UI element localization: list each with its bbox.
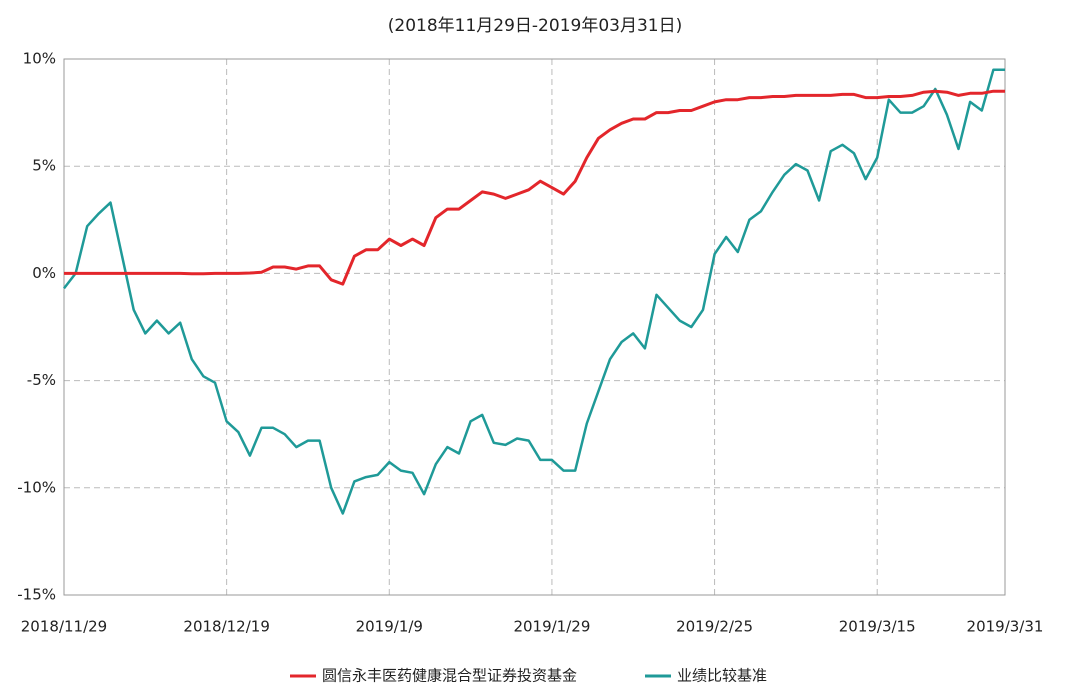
series-line	[63, 68, 1005, 515]
plot-frame	[63, 58, 1006, 596]
y-tick-label: -5%	[27, 371, 56, 389]
legend-label: 圆信永丰医药健康混合型证券投资基金	[322, 667, 577, 685]
x-tick-label: 2019/2/25	[676, 618, 753, 636]
x-tick-label: 2019/3/15	[839, 618, 916, 636]
x-tick-label: 2019/1/9	[356, 618, 423, 636]
chart-subtitle: (2018年11月29日-2019年03月31日)	[388, 16, 682, 36]
x-tick-label: 2019/3/31	[967, 618, 1044, 636]
x-tick-label: 2018/12/19	[183, 618, 269, 636]
y-tick-label: 10%	[23, 50, 56, 68]
y-tick-label: -15%	[17, 586, 56, 604]
series-line	[64, 89, 1005, 286]
x-tick-label: 2018/11/29	[21, 618, 107, 636]
y-tick-label: -10%	[17, 478, 56, 496]
y-tick-label: 0%	[32, 264, 56, 282]
x-tick-label: 2019/1/29	[513, 618, 590, 636]
y-tick-label: 5%	[32, 157, 56, 175]
legend-label: 业绩比较基准	[677, 667, 767, 685]
